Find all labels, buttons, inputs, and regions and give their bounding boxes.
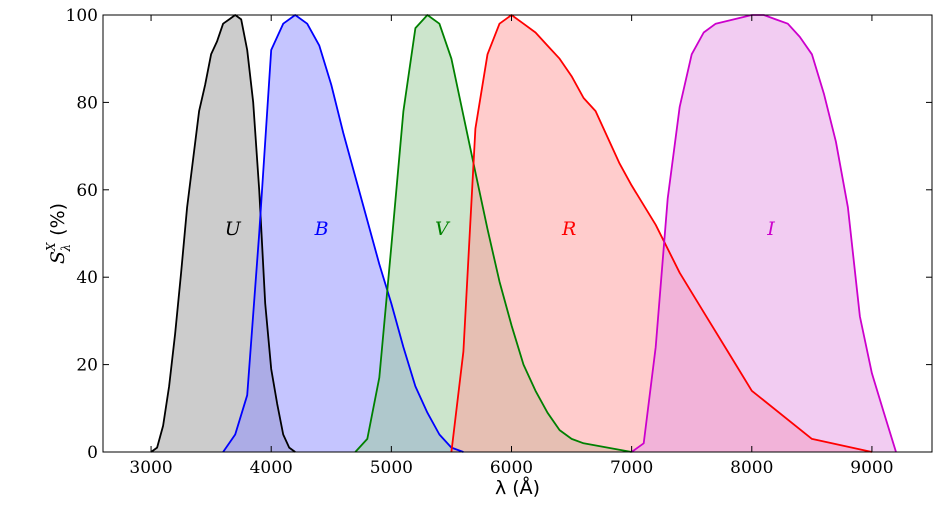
y-axis-label: SXλ (%): [44, 203, 73, 264]
y-tick-label: 100: [66, 6, 98, 26]
series-line-R: [450, 14, 873, 453]
series-area-R: [451, 15, 872, 452]
series-label-I: I: [766, 218, 775, 240]
series-area-B: [223, 15, 464, 452]
series-fills: [151, 15, 896, 452]
series-label-R: R: [561, 218, 576, 240]
x-tick-label: 4000: [250, 458, 293, 478]
x-tick-label: 7000: [610, 458, 653, 478]
series-line-I: [631, 14, 897, 453]
series-line-B: [222, 14, 464, 453]
series-lines: [150, 14, 897, 453]
x-tick-label: 5000: [370, 458, 413, 478]
x-tick-labels: 3000 4000 5000 6000 7000 8000 9000: [129, 458, 893, 478]
y-axis-label-unit: (%): [47, 203, 69, 236]
series-area-I: [631, 15, 896, 452]
x-tick-label: 3000: [129, 458, 172, 478]
plot-frame: [102, 14, 933, 453]
series-label-V: V: [435, 218, 451, 240]
series-area-V: [355, 15, 632, 452]
series-label-B: B: [314, 218, 329, 240]
y-axis-label-symbol: S: [47, 251, 69, 264]
x-tick-label: 9000: [850, 458, 893, 478]
series-line-V: [354, 14, 632, 453]
y-axis-label-sup: X: [44, 242, 58, 252]
series-line-U: [150, 14, 296, 453]
y-axis-label-sub: λ: [59, 244, 73, 253]
y-tick-label: 0: [87, 443, 98, 463]
x-tick-label: 8000: [730, 458, 773, 478]
y-tick-labels: 0 20 40 60 80 100: [66, 6, 98, 463]
y-tick-label: 40: [76, 268, 98, 288]
y-tick-label: 80: [76, 93, 98, 113]
series-label-U: U: [225, 218, 242, 240]
y-tick-label: 60: [76, 181, 98, 201]
x-tick-label: 6000: [490, 458, 533, 478]
x-axis-label: λ (Å): [495, 476, 540, 499]
y-tick-label: 20: [76, 356, 98, 376]
